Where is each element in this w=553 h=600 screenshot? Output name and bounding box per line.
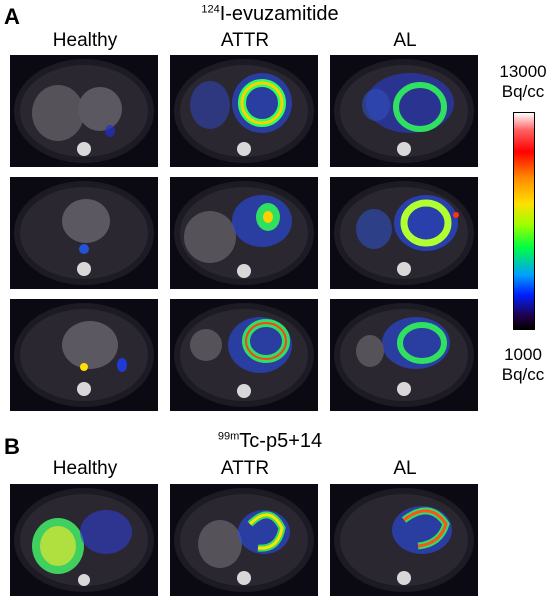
colorbar-max-label: 13000 Bq/cc	[494, 62, 552, 102]
scan-b-al	[330, 484, 478, 596]
panel-b-title-sup: 99m	[217, 430, 240, 443]
panel-b-col-al: AL	[393, 458, 417, 479]
scan-a-attr-3	[170, 299, 318, 411]
scan-a-al-3	[330, 299, 478, 411]
scan-b-healthy	[10, 484, 158, 596]
scan-a-healthy-2	[10, 177, 158, 289]
panel-b-col-attr: ATTR	[220, 458, 270, 479]
colorbar-max-unit: Bq/cc	[501, 82, 545, 101]
panel-a-title-main: I-evuzamitide	[219, 3, 339, 25]
colorbar-max-value: 13000	[499, 62, 547, 81]
colorbar	[513, 112, 535, 330]
scan-a-healthy-3	[10, 299, 158, 411]
panel-b-title-main: Tc-p5+14	[239, 430, 323, 452]
panel-a-col-al: AL	[393, 30, 417, 51]
scan-a-healthy-1	[10, 55, 158, 167]
scan-a-al-2	[330, 177, 478, 289]
scan-a-attr-1	[170, 55, 318, 167]
panel-b-title: 99mTc-p5+14	[150, 430, 390, 453]
scan-a-attr-2	[170, 177, 318, 289]
panel-a-title-sup: 124	[201, 3, 220, 16]
panel-a-title: 124I-evuzamitide	[150, 3, 390, 26]
panel-b-letter: B	[4, 434, 20, 459]
panel-a-col-attr: ATTR	[220, 30, 270, 51]
panel-b-col-healthy: Healthy	[52, 458, 118, 479]
scan-b-attr	[170, 484, 318, 596]
colorbar-min-label: 1000 Bq/cc	[494, 345, 552, 385]
colorbar-min-value: 1000	[504, 345, 542, 364]
panel-a-letter: A	[4, 4, 20, 29]
scan-a-al-1	[330, 55, 478, 167]
panel-a-col-healthy: Healthy	[52, 30, 118, 51]
colorbar-min-unit: Bq/cc	[501, 365, 545, 384]
